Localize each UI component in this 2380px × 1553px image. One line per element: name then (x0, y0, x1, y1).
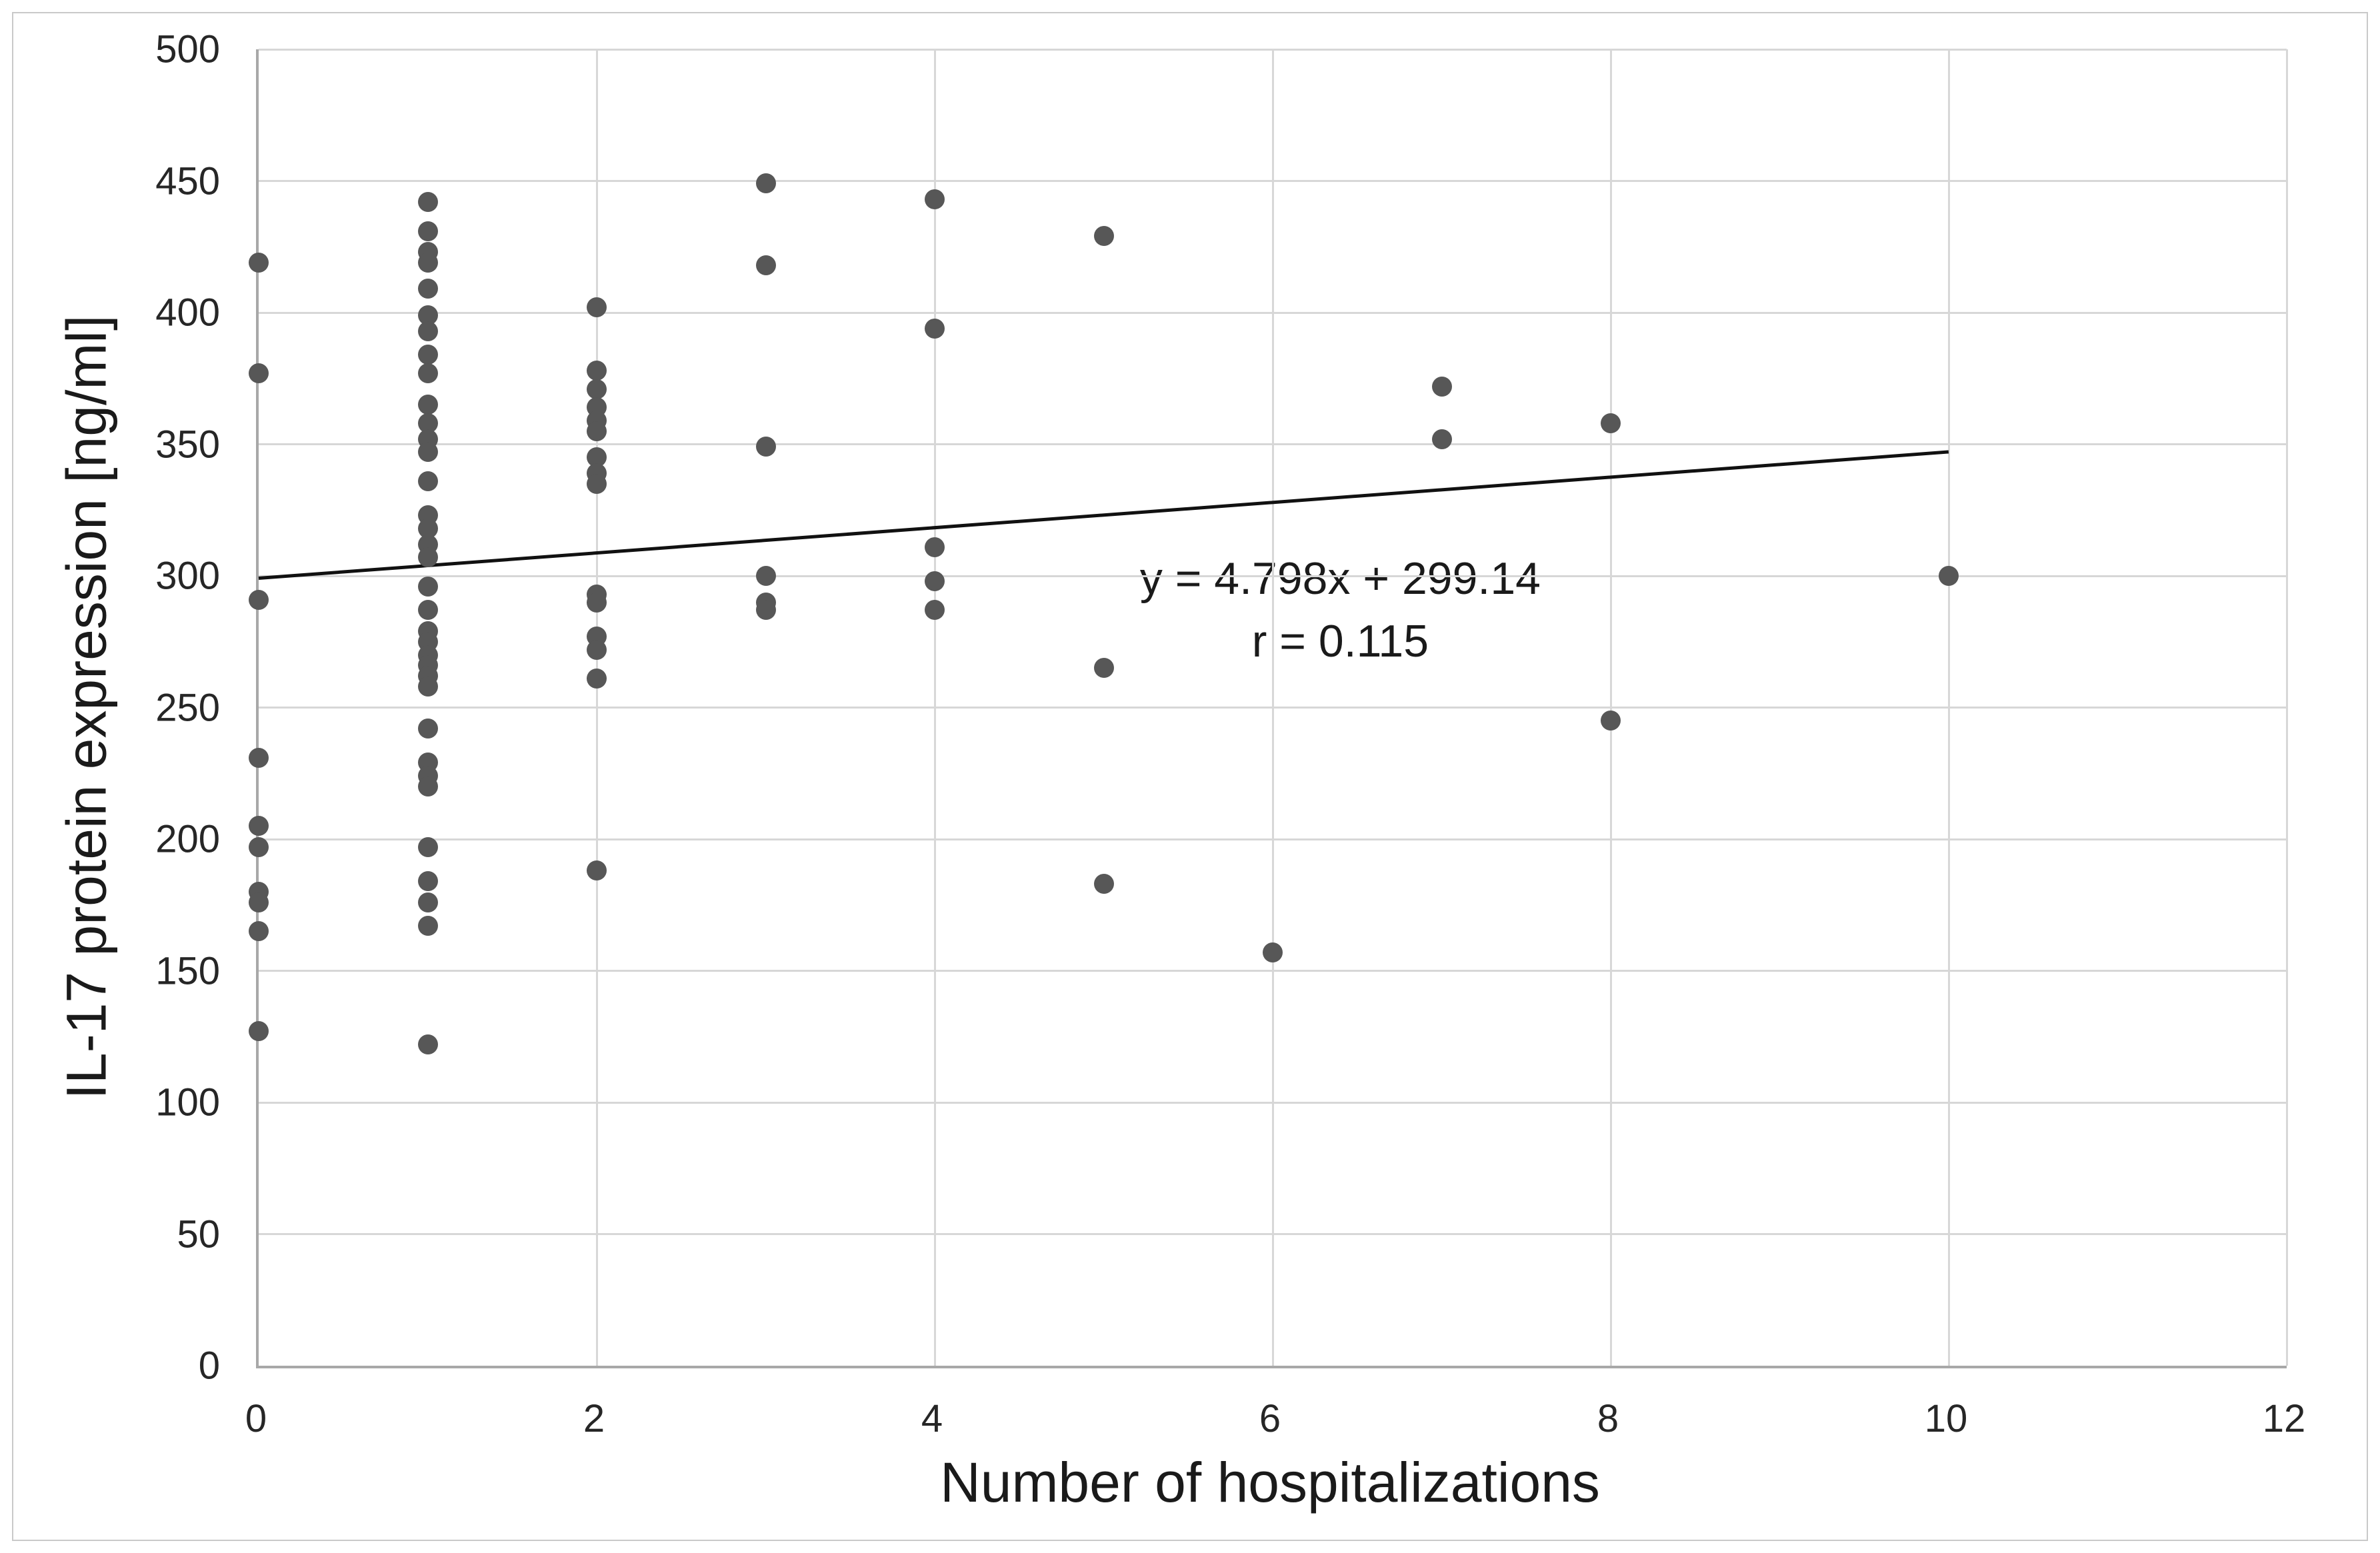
data-point (587, 360, 607, 381)
data-point (417, 192, 438, 213)
data-point (417, 221, 438, 241)
data-point (587, 669, 607, 689)
data-point (417, 471, 438, 491)
data-point (249, 1021, 269, 1042)
x-tick-label: 4 (921, 1397, 943, 1440)
plot-area: y = 4.798x + 299.14 r = 0.115 (249, 48, 2288, 1368)
data-point (417, 916, 438, 936)
data-point (587, 297, 607, 318)
data-point (925, 571, 945, 591)
x-tick-label: 10 (1924, 1397, 1968, 1440)
y-tick-label: 300 (155, 554, 220, 598)
data-point (587, 379, 607, 399)
data-point (755, 437, 776, 457)
y-tick-label: 400 (155, 291, 220, 335)
data-point (417, 719, 438, 739)
data-point (417, 776, 438, 796)
data-point (417, 395, 438, 415)
y-tick-label: 100 (155, 1080, 220, 1124)
data-point (925, 318, 945, 339)
data-point (925, 189, 945, 210)
data-point (1431, 376, 1452, 397)
data-point (249, 836, 269, 857)
data-point (1093, 874, 1114, 894)
gridline-vertical (933, 49, 936, 1366)
data-point (587, 592, 607, 613)
y-tick-label: 500 (155, 27, 220, 71)
data-point (417, 279, 438, 299)
gridline-vertical (595, 49, 598, 1366)
data-point (417, 321, 438, 341)
data-point (249, 589, 269, 610)
data-point (249, 816, 269, 836)
data-point (755, 173, 776, 194)
y-tick-label: 250 (155, 686, 220, 729)
gridline-vertical (1947, 49, 1950, 1366)
data-point (1601, 711, 1621, 731)
data-point (1939, 566, 1959, 586)
x-tick-label: 0 (245, 1397, 267, 1440)
data-point (417, 363, 438, 383)
data-point (417, 442, 438, 463)
data-point (1601, 413, 1621, 433)
data-point (249, 921, 269, 942)
x-tick-label: 6 (1259, 1397, 1281, 1440)
data-point (417, 676, 438, 697)
data-point (1093, 226, 1114, 247)
data-point (587, 860, 607, 881)
x-tick-label: 2 (583, 1397, 605, 1440)
data-point (417, 1034, 438, 1055)
y-tick-label: 50 (177, 1212, 220, 1256)
data-point (249, 747, 269, 768)
gridline-vertical (2285, 49, 2288, 1366)
data-point (417, 345, 438, 365)
data-point (587, 639, 607, 660)
data-point (417, 252, 438, 273)
x-tick-label: 12 (2262, 1397, 2306, 1440)
gridline-vertical (1609, 49, 1612, 1366)
correlation-coefficient: r = 0.115 (1251, 616, 1429, 667)
data-point (417, 871, 438, 892)
y-tick-label: 350 (155, 423, 220, 466)
data-point (1431, 429, 1452, 449)
data-point (755, 566, 776, 586)
data-point (417, 892, 438, 912)
trendline-equation-annotation: y = 4.798x + 299.14 r = 0.115 (1140, 547, 1541, 673)
gridline-vertical (1271, 49, 1274, 1366)
y-tick-label: 200 (155, 817, 220, 861)
x-axis-title: Number of hospitalizations (940, 1451, 1600, 1514)
y-tick-label: 0 (198, 1344, 220, 1388)
data-point (249, 892, 269, 912)
data-point (249, 363, 269, 383)
data-point (417, 547, 438, 568)
data-point (417, 600, 438, 621)
data-point (925, 537, 945, 557)
y-tick-label: 450 (155, 159, 220, 203)
data-point (249, 252, 269, 273)
data-point (1093, 658, 1114, 679)
data-point (755, 600, 776, 621)
y-tick-label: 150 (155, 949, 220, 992)
trendline (258, 450, 1949, 580)
data-point (587, 473, 607, 494)
x-tick-label: 8 (1597, 1397, 1619, 1440)
data-point (925, 600, 945, 621)
data-point (417, 836, 438, 857)
data-point (417, 576, 438, 597)
trendline-equation: y = 4.798x + 299.14 (1139, 553, 1541, 605)
data-point (755, 255, 776, 275)
data-point (1263, 942, 1283, 962)
data-point (587, 421, 607, 441)
